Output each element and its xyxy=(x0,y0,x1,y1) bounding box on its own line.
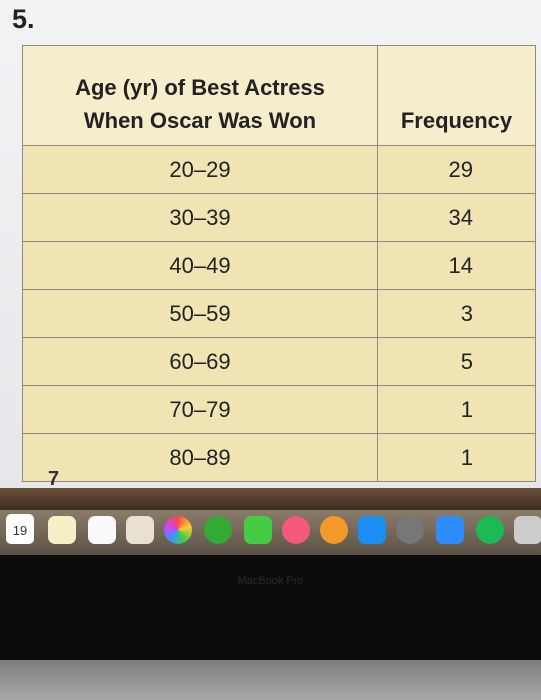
table-row: 50–59 3 xyxy=(22,289,536,338)
notes-icon[interactable] xyxy=(48,516,76,544)
table-row: 70–79 1 xyxy=(22,385,536,434)
header-row: Age (yr) of Best Actress When Oscar Was … xyxy=(22,45,536,146)
age-range-cell: 20–29 xyxy=(22,145,378,194)
zoom-icon[interactable] xyxy=(436,516,464,544)
table-row: 20–29 29 xyxy=(22,145,536,194)
dock: 19 xyxy=(0,510,541,555)
table-row: 30–39 34 xyxy=(22,193,536,242)
table-row: 80–89 1 xyxy=(22,433,536,482)
age-range-cell: 70–79 xyxy=(22,385,378,434)
header-cell: Frequency xyxy=(377,45,536,146)
header-cell: Age (yr) of Best Actress When Oscar Was … xyxy=(22,45,378,146)
frequency-cell: 5 xyxy=(377,337,536,386)
settings-icon[interactable] xyxy=(396,516,424,544)
age-range-cell: 40–49 xyxy=(22,241,378,290)
age-range-cell: 60–69 xyxy=(22,337,378,386)
frequency-cell: 34 xyxy=(377,193,536,242)
age-range-cell: 50–59 xyxy=(22,289,378,338)
photos-icon[interactable] xyxy=(164,516,192,544)
app-icon[interactable] xyxy=(126,516,154,544)
next-problem-number: 7 xyxy=(48,468,60,490)
table-body: 20–29 29 30–39 34 40–49 14 50–59 3 60–69 5 70–79 1 8… xyxy=(22,145,536,482)
paper: 5. Age (yr) of Best Actress When Oscar W… xyxy=(0,0,541,490)
table-row: 60–69 5 xyxy=(22,337,536,386)
frequency-cell: 29 xyxy=(377,145,536,194)
laptop-label: MacBook Pro xyxy=(237,575,304,587)
problem-number: 5. xyxy=(12,4,35,34)
laptop-base xyxy=(0,660,541,700)
table-row: 40–49 14 xyxy=(22,241,536,290)
frequency-cell: 1 xyxy=(377,433,536,482)
screen-bezel: MacBook Pro xyxy=(0,555,541,660)
frequency-cell: 3 xyxy=(377,289,536,338)
app-icon[interactable] xyxy=(514,516,541,544)
frequency-cell: 14 xyxy=(377,241,536,290)
frequency-cell: 1 xyxy=(377,385,536,434)
messages-icon[interactable] xyxy=(204,516,232,544)
frequency-table: Age (yr) of Best Actress When Oscar Was … xyxy=(22,45,536,482)
age-range-cell: 80–89 xyxy=(22,433,378,482)
desk xyxy=(0,488,541,510)
books-icon[interactable] xyxy=(320,516,348,544)
reminders-icon[interactable] xyxy=(88,516,116,544)
age-range-cell: 30–39 xyxy=(22,193,378,242)
calendar-icon[interactable]: 19 xyxy=(6,514,34,544)
facetime-icon[interactable] xyxy=(244,516,272,544)
app-store-icon[interactable] xyxy=(358,516,386,544)
spotify-icon[interactable] xyxy=(476,516,504,544)
music-icon[interactable] xyxy=(282,516,310,544)
